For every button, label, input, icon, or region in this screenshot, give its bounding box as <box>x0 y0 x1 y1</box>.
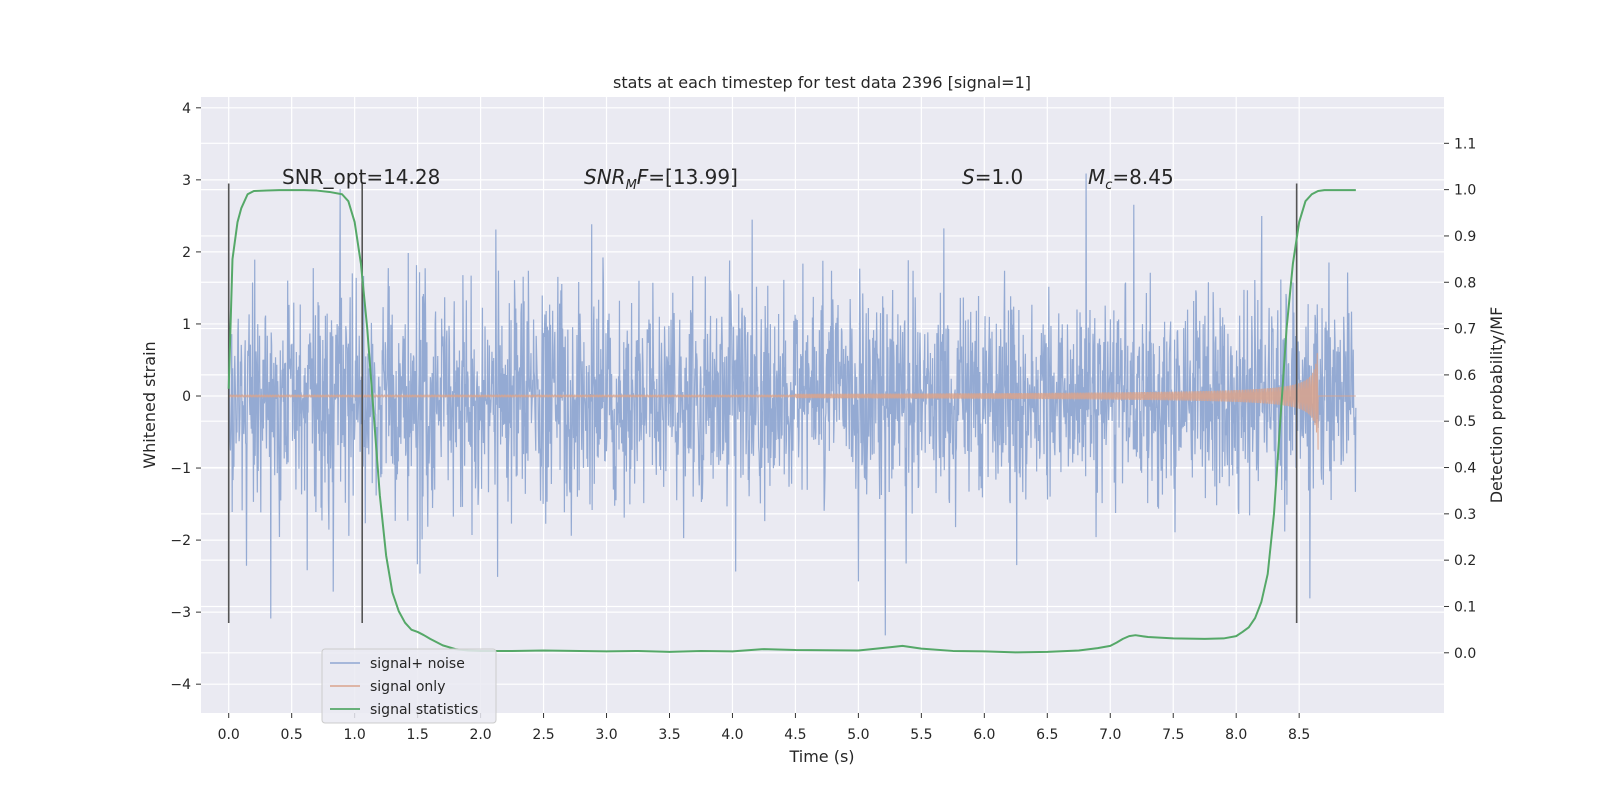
signal-trace <box>228 353 1356 450</box>
annotation-s: S=1.0 <box>962 165 1023 189</box>
y-right-axis-ticks: 0.0 0.1 0.2 0.3 0.4 0.5 0.6 0.7 0.8 0.9 1.0 1.1 <box>1444 136 1476 662</box>
x-tick-label: 6.0 <box>973 727 995 743</box>
annotation-mc-value: =8.45 <box>1112 165 1173 189</box>
x-tick-label: 2.0 <box>469 727 491 743</box>
legend: signal+ noise signal only signal statist… <box>321 648 497 724</box>
y-right-tick-label: 1.0 <box>1454 183 1476 199</box>
x-tick-label: 0.0 <box>218 727 240 743</box>
x-tick-label: 5.0 <box>847 727 869 743</box>
x-tick-label: 0.5 <box>281 727 303 743</box>
x-tick-label: 4.5 <box>784 727 806 743</box>
y-left-axis-label: Whitened strain <box>140 341 159 468</box>
y-right-tick-label: 0.0 <box>1454 646 1476 662</box>
y-right-tick-label: 0.8 <box>1454 275 1476 291</box>
x-tick-label: 7.0 <box>1099 727 1121 743</box>
x-axis-ticks: 0.0 0.5 1.0 1.5 2.0 2.5 3.0 3.5 4.0 4.5 5.0 5.5 6.0 6… <box>218 713 1310 743</box>
y-right-tick-label: 0.2 <box>1454 553 1476 569</box>
x-tick-label: 7.5 <box>1162 727 1184 743</box>
y-left-tick-label: 2 <box>182 245 191 261</box>
x-tick-label: 6.5 <box>1036 727 1058 743</box>
y-left-tick-label: −4 <box>170 677 191 693</box>
x-tick-label: 2.5 <box>532 727 554 743</box>
x-tick-label: 1.0 <box>344 727 366 743</box>
y-left-tick-label: 3 <box>182 173 191 189</box>
annotation-mc-base: M <box>1088 165 1105 189</box>
y-left-tick-label: 4 <box>182 101 191 117</box>
y-left-tick-label: −1 <box>170 461 191 477</box>
x-tick-label: 5.5 <box>910 727 932 743</box>
annotation-snr-mf-sub: M <box>626 178 637 193</box>
series-signal-statistics <box>227 189 1356 654</box>
y-right-tick-label: 0.6 <box>1454 368 1476 384</box>
chart-title: stats at each timestep for test data 239… <box>613 73 1031 92</box>
y-left-tick-label: −2 <box>170 533 191 549</box>
annotation-snr-mf: SNRMF=[13.99] <box>584 165 738 193</box>
legend-box <box>321 648 497 724</box>
y-right-axis-label: Detection probability/MF <box>1487 307 1506 504</box>
y-right-tick-label: 1.1 <box>1454 136 1476 152</box>
legend-label-signal-only: signal only <box>370 679 445 695</box>
series-signal-plus-noise <box>228 173 1357 636</box>
y-right-tick-label: 0.5 <box>1454 414 1476 430</box>
legend-label-signal-statistics: signal statistics <box>370 702 478 718</box>
x-tick-label: 3.5 <box>658 727 680 743</box>
y-right-tick-label: 0.1 <box>1454 599 1476 615</box>
x-tick-label: 4.0 <box>721 727 743 743</box>
annotation-s-symbol: S <box>962 165 975 189</box>
y-right-tick-label: 0.9 <box>1454 229 1476 245</box>
y-left-tick-label: −3 <box>170 605 191 621</box>
annotation-snr-mf-tail: F <box>637 165 649 189</box>
y-right-tick-label: 0.4 <box>1454 461 1476 477</box>
x-tick-label: 8.5 <box>1288 727 1310 743</box>
y-left-axis-ticks: 4 3 2 1 0 −1 −2 −3 −4 <box>170 101 201 693</box>
annotation-snr-mf-base: SNR <box>584 165 626 189</box>
annotation-snr-mf-value: =[13.99] <box>648 165 738 189</box>
x-tick-label: 3.0 <box>595 727 617 743</box>
series-signal-only <box>228 353 1356 450</box>
x-tick-label: 1.5 <box>406 727 428 743</box>
y-right-tick-label: 0.7 <box>1454 322 1476 338</box>
annotation-mc-sub: c <box>1105 178 1112 193</box>
annotation-mc: Mc=8.45 <box>1088 165 1174 193</box>
noise-trace <box>228 173 1357 636</box>
annotation-s-value: =1.0 <box>975 165 1024 189</box>
y-left-tick-label: 0 <box>182 389 191 405</box>
x-axis-label: Time (s) <box>788 747 854 766</box>
statistics-trace <box>227 189 1356 654</box>
y-right-tick-label: 0.3 <box>1454 507 1476 523</box>
annotation-snr-opt: SNR_opt=14.28 <box>282 165 440 189</box>
legend-label-signal-plus-noise: signal+ noise <box>370 656 465 672</box>
x-tick-label: 8.0 <box>1225 727 1247 743</box>
y-left-tick-label: 1 <box>182 317 191 333</box>
vertical-markers <box>227 183 1298 623</box>
